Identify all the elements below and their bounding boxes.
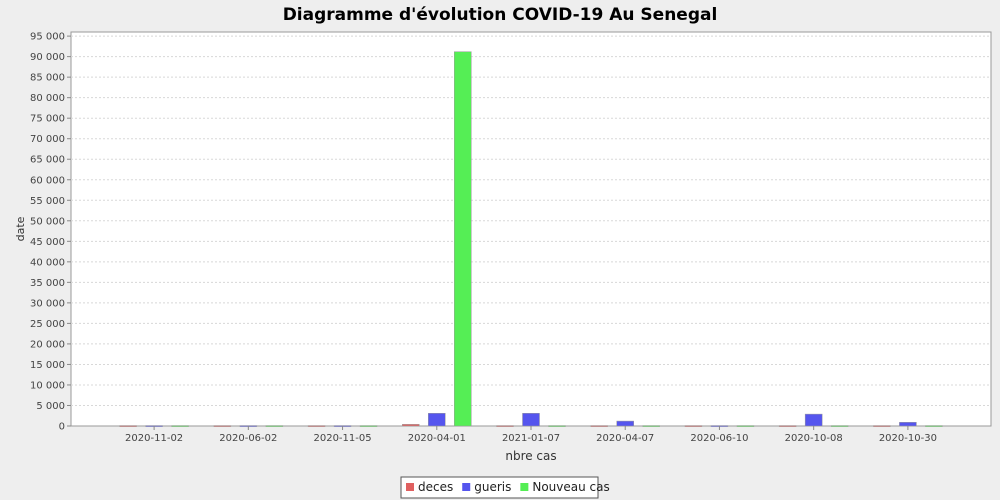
y-tick-label: 70 000	[30, 134, 65, 145]
x-tick-label: 2020-04-07	[596, 433, 654, 444]
y-tick-label: 5 000	[36, 401, 65, 412]
bar-gueris	[804, 413, 823, 427]
y-tick-label: 80 000	[30, 93, 65, 104]
x-tick-label: 2020-04-01	[408, 433, 466, 444]
bar-deces	[307, 425, 326, 427]
chart-title: Diagramme d'évolution COVID-19 Au Senega…	[283, 5, 718, 25]
y-tick-label: 60 000	[30, 175, 65, 186]
bar-deces	[590, 425, 608, 427]
y-tick-label: 30 000	[30, 298, 65, 309]
y-tick-label: 50 000	[30, 216, 65, 227]
bar-nouveau-cas	[454, 51, 472, 427]
y-tick-label: 10 000	[30, 380, 65, 391]
x-tick-label: 2021-01-07	[502, 433, 560, 444]
y-tick-label: 75 000	[30, 114, 65, 125]
bar-deces	[213, 425, 232, 427]
y-tick-label: 45 000	[30, 237, 65, 248]
x-tick-label: 2020-06-02	[219, 433, 277, 444]
x-tick-label: 2020-10-08	[785, 433, 843, 444]
bar-deces	[778, 425, 797, 427]
x-tick-label: 2020-06-10	[690, 433, 748, 444]
legend-swatch	[462, 483, 471, 491]
y-tick-label: 85 000	[30, 73, 65, 84]
legend-swatch	[406, 483, 414, 491]
bar-nouveau-cas	[642, 425, 660, 427]
x-tick-label: 2020-11-02	[125, 433, 183, 444]
y-tick-label: 40 000	[30, 257, 65, 268]
bar-gueris	[522, 413, 540, 427]
grid-lines	[71, 35, 991, 406]
x-axis-ticks: 2020-11-02 2020-06-02 2020-11-05 2020-04-01…	[125, 426, 937, 444]
y-tick-label: 0	[59, 422, 65, 433]
bar-nouveau-cas	[830, 425, 849, 427]
bar-deces	[496, 425, 514, 427]
bar-nouveau-cas	[359, 425, 378, 427]
x-tick-label: 2020-11-05	[313, 433, 371, 444]
plot-area	[70, 31, 992, 427]
y-tick-label: 95 000	[30, 32, 65, 43]
y-tick-label: 90 000	[30, 52, 65, 63]
legend-label: gueris	[474, 480, 511, 494]
y-axis-ticks: 0 5 000 10 000 15 000 20 000 25 000 30 000 35 0…	[30, 32, 71, 433]
legend-box	[400, 476, 599, 499]
bar-gueris	[899, 422, 917, 427]
y-tick-label: 55 000	[30, 196, 65, 207]
bar-nouveau-cas	[265, 425, 284, 427]
x-tick-label: 2020-10-30	[879, 433, 937, 444]
y-tick-label: 15 000	[30, 360, 65, 371]
bar-deces	[873, 425, 891, 427]
legend-swatch	[520, 483, 529, 491]
bar-gueris	[616, 420, 634, 427]
x-axis-label: nbre cas	[505, 449, 556, 463]
bar-nouveau-cas	[925, 425, 943, 427]
legend-label: deces	[418, 480, 453, 494]
y-tick-label: 25 000	[30, 319, 65, 330]
y-tick-label: 20 000	[30, 339, 65, 350]
bar-deces	[684, 425, 703, 427]
y-tick-label: 35 000	[30, 278, 65, 289]
y-axis-label: date	[14, 216, 27, 241]
bar-gueris	[428, 413, 446, 427]
y-tick-label: 65 000	[30, 155, 65, 166]
legend: deces gueris Nouveau cas	[400, 476, 610, 499]
bar-deces	[119, 425, 137, 427]
bar-deces	[402, 424, 420, 427]
bar-nouveau-cas	[171, 425, 189, 427]
legend-label: Nouveau cas	[532, 480, 609, 494]
bar-nouveau-cas	[736, 425, 755, 427]
bar-nouveau-cas	[548, 425, 566, 427]
